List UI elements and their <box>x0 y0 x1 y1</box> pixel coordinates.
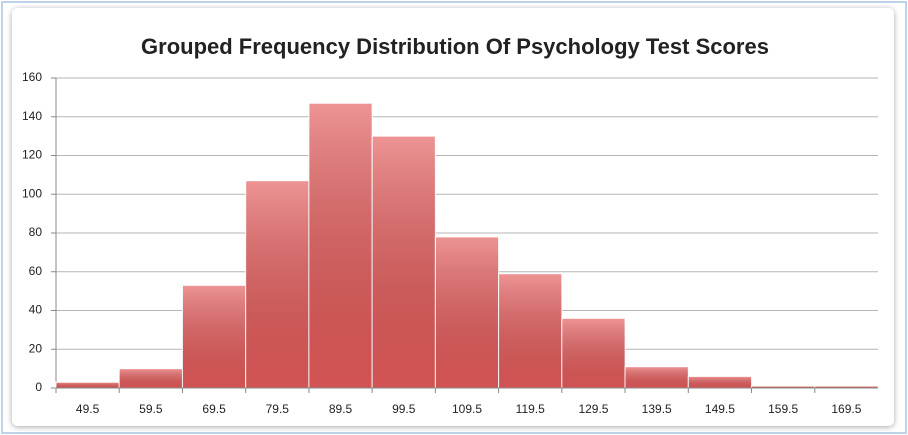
y-tick-label: 160 <box>22 70 42 84</box>
y-tick-label: 20 <box>29 341 43 355</box>
y-tick-label: 0 <box>35 380 42 394</box>
x-tick-label: 129.5 <box>578 402 608 416</box>
x-tick-label: 119.5 <box>516 402 545 416</box>
bar <box>624 366 689 389</box>
x-tick-label: 49.5 <box>76 402 100 416</box>
bar <box>687 375 753 389</box>
x-tick-label: 169.5 <box>831 402 861 416</box>
x-tick-label: 69.5 <box>202 402 226 416</box>
y-tick-label: 40 <box>29 303 43 317</box>
chart-title: Grouped Frequency Distribution Of Psycho… <box>141 34 769 59</box>
bar <box>561 317 626 389</box>
y-tick-label: 80 <box>29 225 43 239</box>
y-tick-label: 120 <box>22 148 42 162</box>
bar <box>118 368 183 389</box>
x-tick-label: 139.5 <box>642 402 672 416</box>
bar <box>434 236 500 389</box>
x-tick-label: 159.5 <box>768 402 798 416</box>
x-tick-label: 109.5 <box>452 402 482 416</box>
x-tick-label: 99.5 <box>392 402 416 416</box>
bar <box>371 135 436 389</box>
x-tick-label: 149.5 <box>705 402 735 416</box>
x-tick-label: 89.5 <box>329 402 353 416</box>
bar <box>245 180 310 389</box>
bar <box>181 284 247 389</box>
x-tick-label: 79.5 <box>266 402 290 416</box>
bar <box>308 102 373 389</box>
y-tick-label: 100 <box>22 186 42 200</box>
bar <box>55 381 120 389</box>
y-tick-label: 140 <box>22 109 42 123</box>
y-tick-label: 60 <box>29 264 43 278</box>
bar <box>498 273 563 389</box>
x-tick-label: 59.5 <box>139 402 163 416</box>
